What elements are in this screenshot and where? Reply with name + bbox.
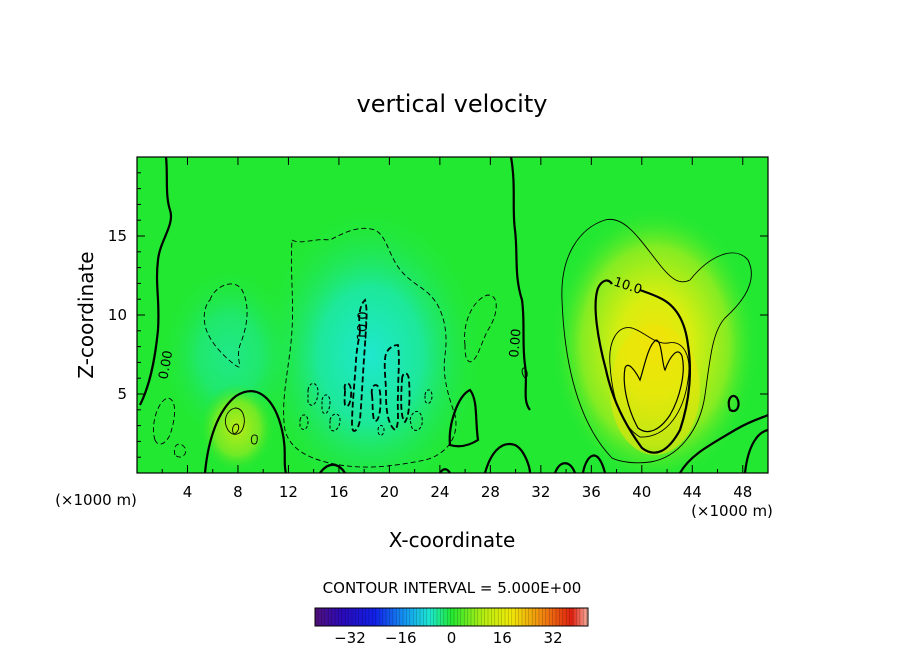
downdraft-small-contours bbox=[299, 383, 433, 436]
chart-title: vertical velocity bbox=[357, 90, 548, 118]
x-tick-label: 40 bbox=[632, 483, 651, 501]
y-axis-ticks: 5 10 15 bbox=[108, 172, 768, 458]
x-tick-label: 12 bbox=[279, 483, 298, 501]
x-unit-label-left: (×1000 m) bbox=[55, 491, 137, 509]
colorbar-tick-label: 32 bbox=[544, 629, 563, 647]
colorbar: −32 −16 0 16 32 bbox=[314, 607, 589, 647]
x-tick-label: 16 bbox=[329, 483, 348, 501]
updraft-inner-contour bbox=[623, 339, 684, 433]
x-tick-label: 32 bbox=[531, 483, 550, 501]
contour-label: 0.00 bbox=[507, 328, 524, 358]
y-axis-label: Z-coordinate bbox=[74, 251, 98, 378]
x-tick-label: 48 bbox=[733, 483, 752, 501]
x-tick-label: 36 bbox=[582, 483, 601, 501]
contour-label: 0.00 bbox=[156, 349, 176, 380]
downdraft-shading bbox=[255, 205, 485, 473]
colorbar-tick-label: 0 bbox=[447, 629, 457, 647]
x-tick-label: 20 bbox=[380, 483, 399, 501]
updraft-shading-small bbox=[199, 383, 275, 473]
positive-contours bbox=[224, 218, 752, 464]
colorbar-gradient bbox=[314, 607, 589, 627]
colorbar-stripes bbox=[317, 608, 587, 626]
colorbar-tick-label: −16 bbox=[385, 629, 417, 647]
negative-contours bbox=[153, 227, 497, 468]
y-tick-label: 10 bbox=[108, 306, 127, 324]
colorbar-ticks: −32 −16 0 16 32 bbox=[334, 629, 563, 647]
updraft-10-contour bbox=[594, 279, 692, 454]
colorbar-tick-label: −32 bbox=[334, 629, 366, 647]
contour-label: 10.0 bbox=[355, 311, 371, 340]
downdraft-strong-contours bbox=[343, 298, 411, 432]
x-axis-ticks: 4 8 12 16 20 24 28 32 36 40 44 48 bbox=[161, 157, 752, 501]
x-unit-label-right: (×1000 m) bbox=[691, 502, 773, 520]
y-tick-label: 15 bbox=[108, 227, 127, 245]
updraft-shading-core bbox=[610, 325, 700, 455]
y-tick-label: 5 bbox=[117, 385, 127, 403]
x-tick-label: 28 bbox=[481, 483, 500, 501]
x-tick-label: 8 bbox=[233, 483, 243, 501]
x-tick-label: 24 bbox=[430, 483, 449, 501]
x-tick-label: 44 bbox=[683, 483, 702, 501]
contour-interval-text: CONTOUR INTERVAL = 5.000E+00 bbox=[323, 579, 582, 597]
x-tick-label: 4 bbox=[183, 483, 193, 501]
colorbar-tick-label: 16 bbox=[493, 629, 512, 647]
x-axis-label: X-coordinate bbox=[389, 528, 516, 552]
